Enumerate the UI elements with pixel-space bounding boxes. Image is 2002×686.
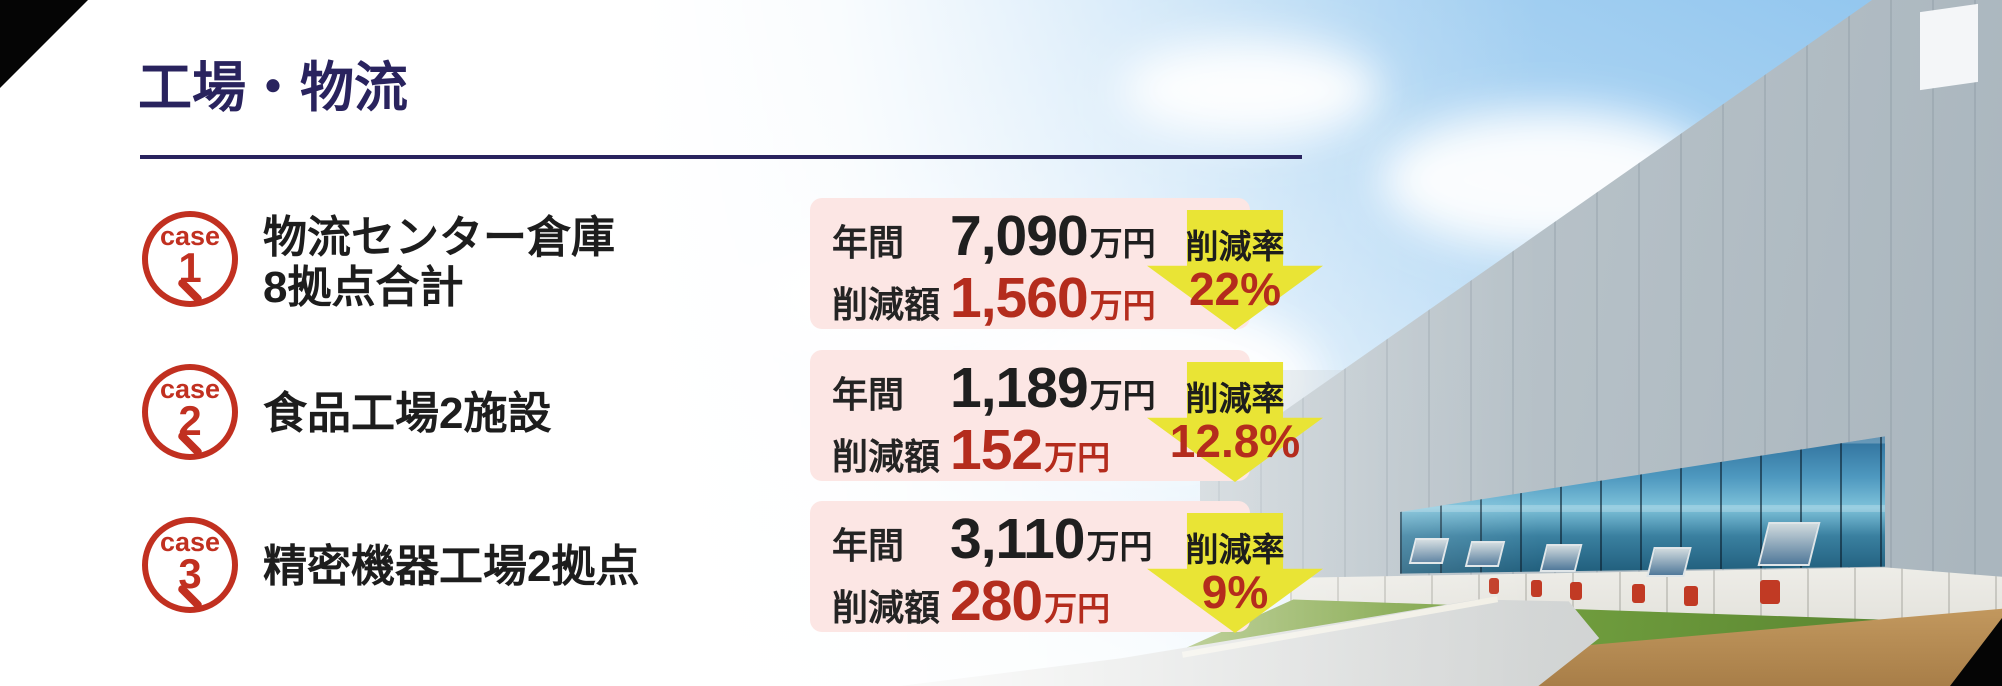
stat-value: 280万円 [950, 569, 1111, 634]
page-title: 工場・物流 [138, 58, 408, 118]
case-1-reduction-arrow: 削減率 22% [1147, 210, 1323, 330]
reduction-rate-percent: 12.8% [1169, 415, 1301, 467]
badge-word: case [159, 527, 221, 557]
stat-label: 年間 [832, 374, 905, 415]
case-2-reduction-arrow: 削減率 12.8% [1147, 362, 1323, 482]
case-3-reduction-arrow: 削減率 9% [1147, 513, 1323, 633]
stat-value: 3,110万円 [950, 507, 1153, 571]
stat-label: 年間 [832, 222, 905, 263]
badge-word: case [159, 374, 221, 404]
reduction-amount-row: 削減額 152万円 [832, 422, 1250, 482]
open-window [1757, 522, 1821, 566]
stat-value: 152万円 [950, 418, 1111, 483]
fire-hydrant [1570, 582, 1582, 600]
reduction-amount-row: 削減額 1,560万円 [832, 270, 1250, 330]
stat-value: 1,189万円 [950, 356, 1156, 420]
case-name-line: 食品工場2施設 [263, 389, 552, 438]
reduction-amount-row: 削減額 280万円 [832, 573, 1250, 633]
open-window [1539, 544, 1583, 572]
stat-label: 削減額 [832, 284, 941, 326]
case-2-magnifier-badge-icon: case 2 [142, 364, 238, 460]
badge-number: 1 [178, 244, 202, 291]
annual-cost-row: 年間 1,189万円 [832, 360, 1250, 420]
stat-label: 年間 [832, 525, 905, 566]
annual-cost-row: 年間 7,090万円 [832, 208, 1250, 268]
case-name-line: 物流センター倉庫 [263, 213, 615, 262]
title-underline [140, 155, 1302, 159]
reduction-rate-percent: 9% [1201, 566, 1269, 618]
stat-value: 7,090万円 [950, 204, 1156, 268]
reduction-rate-percent: 22% [1188, 263, 1282, 315]
reduction-rate-label: 削減率 [1185, 228, 1285, 265]
case-3-stat-box: 年間 3,110万円 削減額 280万円 [810, 501, 1250, 632]
reduction-rate-label: 削減率 [1185, 531, 1285, 568]
case-name-line: 8拠点合計 [263, 263, 464, 312]
case-1-magnifier-badge-icon: case 1 [142, 211, 238, 307]
fire-hydrant [1684, 586, 1698, 606]
case-3-magnifier-badge-icon: case 3 [142, 517, 238, 613]
badge-number: 3 [178, 550, 202, 597]
stat-label: 削減額 [832, 436, 941, 478]
case-1-name: 物流センター倉庫 8拠点合計 [263, 213, 615, 313]
stat-label: 削減額 [832, 587, 941, 629]
open-window [1646, 547, 1692, 577]
badge-number: 2 [178, 397, 202, 444]
case-1-stat-box: 年間 7,090万円 削減額 1,560万円 [810, 198, 1250, 329]
fire-hydrant [1632, 584, 1645, 603]
wall-sign [1920, 3, 1978, 91]
badge-word: case [159, 221, 221, 251]
case-2-name: 食品工場2施設 [263, 389, 551, 439]
case-3-name: 精密機器工場2拠点 [263, 542, 639, 592]
case-2-stat-box: 年間 1,189万円 削減額 152万円 [810, 350, 1250, 481]
fire-hydrant [1760, 580, 1780, 604]
stat-value: 1,560万円 [950, 266, 1156, 331]
case-name-line: 精密機器工場2拠点 [263, 542, 640, 591]
annual-cost-row: 年間 3,110万円 [832, 511, 1250, 571]
reduction-rate-label: 削減率 [1185, 380, 1285, 417]
